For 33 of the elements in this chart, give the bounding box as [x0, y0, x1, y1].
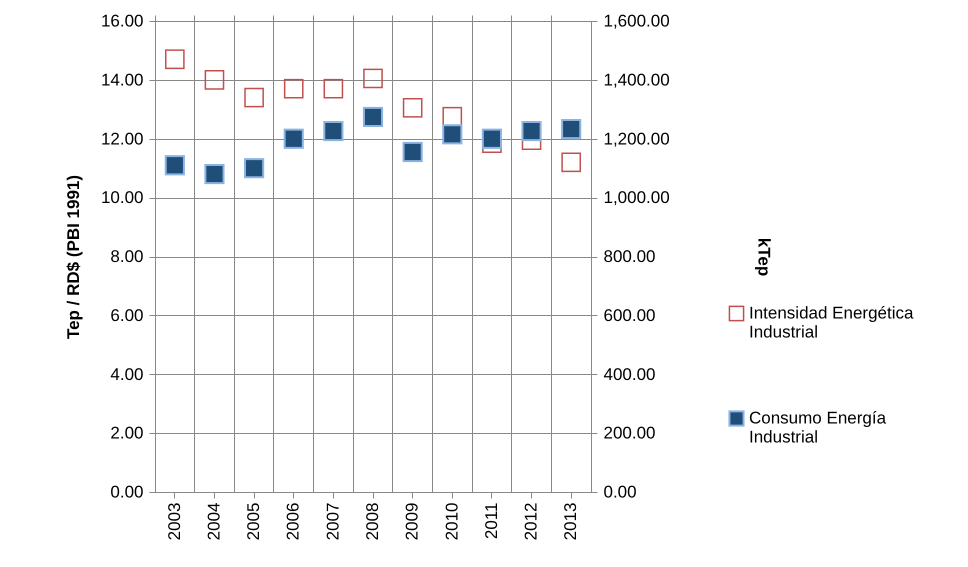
x-tick-label: 2013: [561, 502, 580, 540]
x-tick-label: 2011: [482, 502, 501, 540]
x-tick-label: 2005: [244, 502, 264, 540]
y-tick-label: 8.00: [110, 247, 144, 266]
y2-tick-label: 600.00: [604, 306, 656, 325]
legend-label: Intensidad Energética Industrial: [749, 304, 914, 342]
x-tick-label: 2004: [204, 502, 224, 540]
legend-label: Consumo Energía Industrial: [749, 408, 887, 446]
y-tick-label: 14.00: [100, 70, 144, 90]
y2-axis-title: kTep: [754, 238, 774, 276]
y2-tick-label: 1,200.00: [604, 129, 670, 148]
y-tick-label: 0.00: [110, 482, 144, 502]
y-axis-title: Tep / RD$ (PBI 1991): [64, 174, 83, 340]
y2-tick-label: 400.00: [604, 364, 656, 384]
y-tick-label: 6.00: [110, 306, 144, 325]
y-tick-label: 4.00: [110, 364, 144, 384]
x-tick-label: 2010: [442, 502, 462, 540]
y-tick-label: 12.00: [100, 129, 144, 148]
y2-tick-label: 1,000.00: [604, 188, 670, 208]
y2-tick-label: 1,400.00: [604, 70, 670, 90]
y2-tick-label: 0.00: [604, 482, 637, 502]
y2-tick-label: 1,600.00: [604, 12, 670, 30]
x-tick-label: 2008: [363, 502, 382, 540]
y2-tick-label: 800.00: [604, 247, 656, 266]
y-tick-label: 10.00: [100, 188, 144, 208]
y-tick-label: 16.00: [100, 12, 144, 30]
x-tick-label: 2012: [522, 502, 541, 540]
x-tick-label: 2003: [164, 502, 184, 540]
y2-tick-label: 200.00: [604, 424, 656, 443]
x-tick-label: 2007: [323, 502, 342, 540]
x-tick-label: 2009: [402, 502, 422, 540]
x-tick-label: 2006: [284, 502, 303, 540]
y-tick-label: 2.00: [110, 424, 144, 443]
